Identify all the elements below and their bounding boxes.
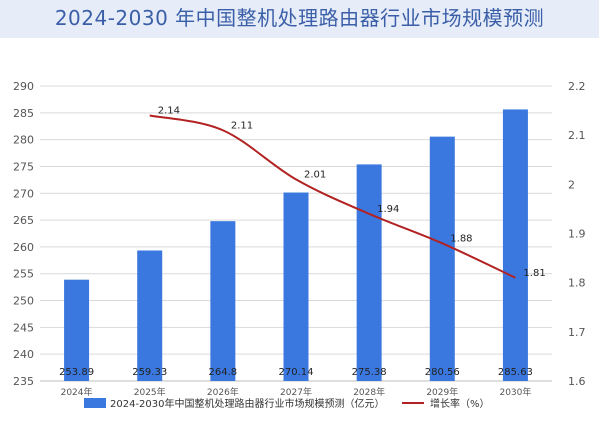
bar [64, 279, 90, 381]
bar [502, 109, 528, 382]
bar-value-label: 270.14 [279, 367, 314, 378]
left-axis-ticks: 235 240 245 250 255 260 265 270 275 280 285 290 [13, 80, 34, 388]
category-label: 2025年 [134, 386, 166, 398]
category-label: 2024年 [61, 386, 93, 398]
line-value-labels: 2.14 2.11 2.01 1.94 1.88 1.81 [158, 106, 546, 279]
line-value-label: 1.94 [377, 204, 399, 215]
right-axis-ticks: 1.6 1.7 1.8 1.9 2 2.1 2.2 [568, 80, 586, 388]
category-label: 2030年 [499, 386, 531, 398]
bar-value-label: 280.56 [425, 367, 460, 378]
line-value-label: 2.01 [304, 169, 326, 180]
bar-value-labels: 253.89 259.33 264.8 270.14 275.38 280.56 285.6… [59, 367, 533, 378]
left-tick-label: 255 [13, 268, 34, 281]
line-value-label: 1.81 [523, 268, 545, 279]
category-label: 2029年 [426, 386, 458, 398]
left-tick-label: 260 [13, 241, 34, 254]
bar-value-label: 259.33 [132, 367, 167, 378]
bar-value-label: 285.63 [498, 367, 533, 378]
bar-value-label: 264.8 [209, 367, 238, 378]
left-tick-label: 265 [13, 214, 34, 227]
bar [429, 136, 455, 381]
category-labels: 2024年 2025年 2026年 2027年 2028年 2029年 2030年 [61, 386, 532, 398]
left-tick-label: 285 [13, 107, 34, 120]
bar [210, 221, 236, 381]
line-value-label: 2.14 [158, 106, 180, 117]
left-tick-label: 240 [13, 348, 34, 361]
bar [137, 250, 163, 381]
left-tick-label: 275 [13, 160, 34, 173]
legend: 2024-2030年中国整机处理路由器行业市场规模预测（亿元） 增长率（%） [84, 397, 490, 410]
bar [356, 164, 382, 381]
right-tick-label: 1.8 [568, 277, 586, 290]
title-bar [0, 0, 599, 38]
category-label: 2028年 [353, 386, 385, 398]
legend-bar-swatch [84, 398, 106, 408]
right-tick-label: 1.7 [568, 326, 586, 339]
growth-rate-line [149, 114, 516, 279]
category-label: 2027年 [280, 386, 312, 398]
bar-value-label: 275.38 [352, 367, 387, 378]
bar-value-label: 253.89 [59, 367, 94, 378]
right-tick-label: 2 [568, 178, 575, 191]
right-tick-label: 2.2 [568, 80, 586, 93]
line-value-label: 2.11 [231, 120, 253, 131]
bar [283, 192, 309, 381]
left-tick-label: 235 [13, 375, 34, 388]
right-tick-label: 1.6 [568, 375, 586, 388]
legend-bar-label: 2024-2030年中国整机处理路由器行业市场规模预测（亿元） [110, 397, 385, 410]
chart-title: 2024-2030 年中国整机处理路由器行业市场规模预测 [54, 6, 545, 30]
bar-series [64, 109, 528, 382]
left-tick-label: 280 [13, 134, 34, 147]
left-tick-label: 245 [13, 321, 34, 334]
category-label: 2026年 [207, 386, 239, 398]
line-value-label: 1.88 [450, 233, 472, 244]
legend-line-label: 增长率（%） [430, 397, 490, 410]
left-tick-label: 250 [13, 295, 34, 308]
left-tick-label: 290 [13, 80, 34, 93]
left-tick-label: 270 [13, 187, 34, 200]
right-tick-label: 1.9 [568, 228, 586, 241]
right-tick-label: 2.1 [568, 129, 586, 142]
